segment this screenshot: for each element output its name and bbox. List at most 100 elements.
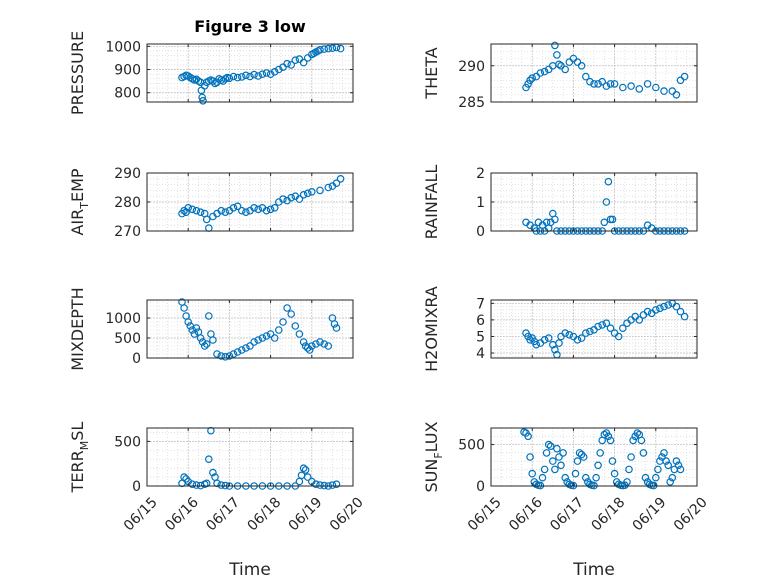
subplot-3-data-point [254, 205, 263, 214]
subplot-8-axes-box [490, 427, 698, 487]
subplot-4-data-point [602, 198, 611, 206]
subplot-5-data-point [225, 352, 234, 360]
subplot-7-x-tick-label: 06/17 [203, 494, 243, 534]
subplot-8-x-tick-label: 06/19 [630, 494, 670, 534]
subplot-7-data-point [188, 480, 197, 489]
subplot-8-data-point [557, 461, 565, 470]
subplot-8-data-point [575, 449, 584, 457]
subplot-7-data-point [209, 468, 217, 477]
subplot-2-data-point [672, 91, 681, 99]
subplot-2-data-point [551, 41, 559, 50]
subplot-6-data-point [561, 329, 570, 337]
subplot-8-y-axis-label: SUNFLUX [422, 421, 445, 492]
subplot-8-data-point [592, 473, 600, 482]
subplot-5-data-point [312, 340, 320, 348]
subplot-2-data-point [668, 87, 677, 95]
subplot-8-x-tick-label: 06/16 [506, 494, 546, 534]
subplot-8-data-point [658, 453, 666, 461]
subplot-8-data-point [651, 473, 660, 482]
subplot-1-title: Figure 3 low [194, 17, 306, 36]
subplot-8-x-axis-label: Time [572, 560, 615, 580]
subplot-7-y-tick-label: 0 [132, 479, 141, 495]
subplot-6-y-tick-label: 5 [476, 329, 485, 345]
subplot-7-y-axis-label: TERRMSL [68, 422, 91, 494]
subplot-2-data-point [602, 82, 611, 90]
subplot-6-data-point [651, 306, 660, 314]
subplot-8-data-point [623, 478, 631, 486]
subplot-8-y-tick-label: 0 [476, 479, 485, 495]
subplot-5-data-point [299, 338, 308, 346]
subplot-2-data-point [635, 85, 644, 93]
subplot-5-data-point [295, 330, 304, 338]
subplot-8-data-point [606, 436, 615, 445]
subplot-5-y-axis-label: MIXDEPTH [68, 287, 87, 370]
subplot-5-data-point [198, 338, 207, 346]
subplot-5-series [178, 298, 341, 361]
subplot-8-data-point [555, 453, 563, 461]
subplot-2-data-point [676, 76, 685, 85]
subplot-1-data-point [266, 70, 275, 79]
subplot-6-y-tick-label: 6 [476, 313, 485, 329]
subplot-3-data-point [202, 215, 211, 224]
subplot-6-data-point [664, 301, 673, 309]
subplot-8-data-point [660, 449, 668, 457]
subplot-8-data-point [639, 449, 648, 457]
subplot-6-data-point [573, 335, 582, 344]
subplot-1-y-axis-label: PRESSURE [68, 31, 87, 115]
subplot-7-x-tick-label: 06/15 [121, 494, 161, 534]
subplot-1-data-point [199, 97, 207, 105]
subplot-2-y-tick-label: 285 [458, 95, 485, 111]
subplot-8-data-point [627, 453, 635, 461]
subplot-3-y-tick-label: 280 [114, 195, 141, 211]
subplot-6-data-point [680, 312, 689, 321]
subplot-1-data-point [250, 70, 258, 79]
subplot-8-data-point [664, 461, 673, 470]
subplot-6-data-point [565, 330, 574, 339]
subplot-2-data-point [598, 77, 607, 86]
subplot-6-data-point [656, 304, 664, 313]
subplot-8-data-point [544, 440, 553, 449]
subplot-4-data-point [600, 218, 609, 227]
subplot-3-data-point [287, 193, 296, 202]
subplot-8-data-point [581, 473, 590, 482]
subplot-7-series [178, 426, 341, 490]
subplot-6-data-point [635, 316, 644, 324]
subplot-5-data-point [287, 310, 296, 318]
subplot-7-data-point [312, 480, 320, 489]
subplot-7-y-tick-label: 500 [114, 434, 141, 450]
subplot-2-y-tick-label: 290 [458, 59, 485, 75]
subplot-2-data-point [627, 82, 635, 90]
subplot-8-data-point [528, 469, 537, 478]
subplot-2-data-point [618, 83, 627, 92]
subplot-5-data-point [209, 336, 217, 344]
subplot-8-data-point [546, 442, 555, 451]
subplot-5-data-point [180, 304, 188, 312]
subplot-1-data-point [336, 44, 345, 53]
subplot-5-data-point [250, 338, 258, 346]
subplot-1-data-point [320, 45, 329, 53]
subplot-8-data-point [553, 444, 561, 453]
subplot-5-data-point [274, 326, 283, 334]
subplot-5-data-point [238, 346, 246, 354]
subplot-1-data-point [270, 68, 279, 76]
subplot-4-y-tick-label: 0 [476, 224, 485, 240]
subplot-3-data-point [229, 204, 238, 212]
subplot-8-data-point [604, 432, 613, 441]
subplot-5-data-point [266, 330, 275, 338]
subplot-8-data-point [641, 473, 650, 482]
subplot-6-axes-box [490, 299, 698, 359]
subplot-5-data-point [184, 318, 193, 326]
subplot-7-data-point [299, 464, 308, 473]
subplot-6-data-point [544, 334, 553, 342]
subplot-2-data-point [553, 51, 561, 59]
subplot-7-axes-box [146, 427, 354, 487]
subplot-7-data-point [180, 473, 188, 481]
subplot-5-data-point [291, 322, 300, 330]
subplot-8-data-point [571, 469, 580, 478]
subplot-3-data-point [188, 205, 197, 214]
subplot-7-data-point [303, 473, 312, 481]
subplot-2-data-point [680, 72, 689, 81]
subplot-3-data-point [242, 208, 250, 217]
subplot-2-data-point [586, 77, 594, 86]
